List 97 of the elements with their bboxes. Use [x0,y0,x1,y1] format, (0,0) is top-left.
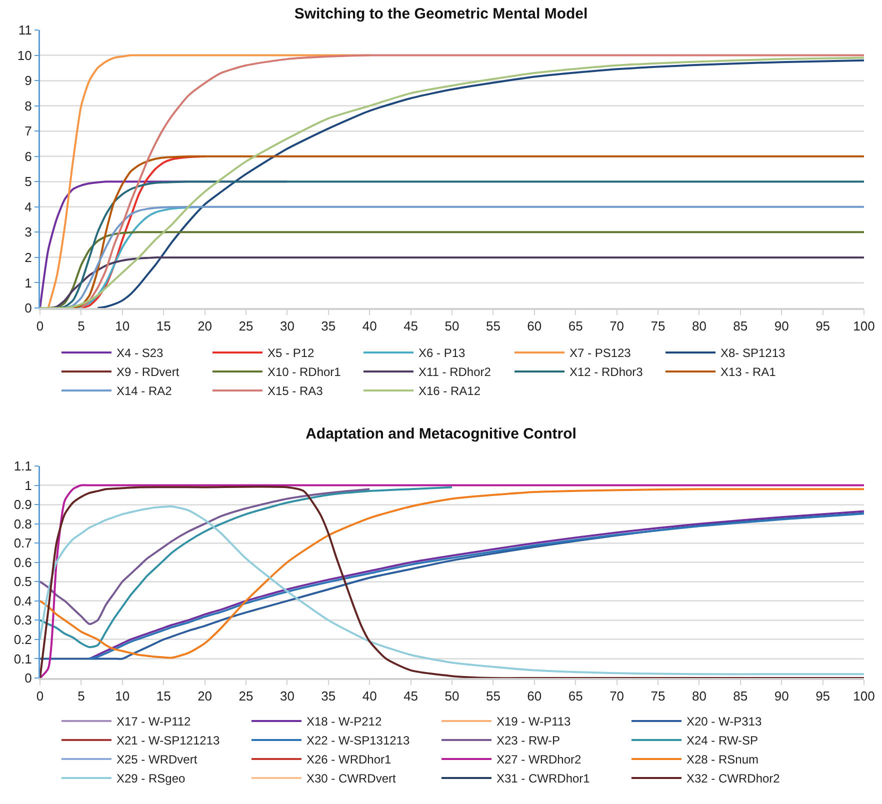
y-tick-label: 2 [24,250,32,265]
legend-label: X10 - RDhor1 [267,365,342,380]
x-tick-label: 25 [238,688,254,704]
y-tick-label: 0.7 [14,536,32,551]
x-tick-label: 75 [650,318,666,334]
x-tick-label: 45 [404,318,418,334]
legend-label: X30 - CWRDvert [306,772,396,786]
x-tick-label: 70 [610,318,624,334]
legend-label: X18 - W-P212 [306,714,382,729]
x-tick-label: 0 [36,688,44,704]
x-tick-label: 15 [156,318,171,334]
x-tick-label: 0 [36,318,44,334]
x-tick-label: 15 [156,688,171,704]
y-tick-label: 7 [24,124,32,139]
x-tick-label: 90 [774,318,789,334]
y-tick-label: 0.4 [14,593,32,608]
legend-label: X5 - P12 [267,346,314,360]
x-tick-label: 55 [486,318,500,334]
y-tick-label: 8 [24,98,32,114]
y-tick-label: 0.6 [14,554,32,570]
x-tick-label: 25 [238,318,254,334]
x-tick-label: 30 [280,688,294,704]
legend-label: X21 - W-SP121213 [116,734,220,748]
legend-label: X29 - RSgeo [116,772,186,786]
legend-label: X9 - RDvert [116,365,180,380]
x-tick-label: 95 [816,688,830,704]
y-tick-label: 0.3 [14,612,32,628]
legend-label: X31 - CWRDhor1 [496,772,590,786]
x-tick-label: 65 [568,318,583,334]
x-tick-label: 80 [692,318,706,334]
legend-label: X32 - CWRDhor2 [686,772,780,786]
legend-label: X4 - S23 [116,346,164,360]
legend-label: X23 - RW-P [496,734,560,748]
x-tick-label: 5 [78,318,85,334]
x-tick-label: 100 [853,318,875,334]
legend-label: X13 - RA1 [720,365,776,380]
x-tick-label: 90 [774,688,789,704]
legend-label: X16 - RA12 [418,384,481,398]
y-tick-label: 6 [24,148,32,164]
x-tick-label: 95 [816,318,830,334]
x-tick-label: 45 [404,688,418,704]
y-tick-label: 10 [17,48,32,63]
y-tick-label: 0.1 [14,651,32,666]
legend-label: X11 - RDhor2 [418,365,492,380]
x-tick-label: 75 [650,688,666,704]
y-tick-label: 1 [24,478,32,493]
x-tick-label: 50 [444,318,460,334]
legend-label: X22 - W-SP131213 [306,734,410,748]
y-tick-label: 0 [24,670,32,686]
x-tick-label: 70 [610,688,624,704]
y-tick-label: 3 [24,224,32,240]
legend-label: X12 - RDhor3 [569,365,644,380]
legend-label: X26 - WRDhor1 [306,752,392,767]
x-tick-label: 60 [527,318,542,334]
legend-label: X25 - WRDvert [116,752,198,767]
legend-label: X15 - RA3 [267,384,324,398]
x-tick-label: 50 [444,688,460,704]
x-tick-label: 85 [733,318,748,334]
legend-label: X8- SP1213 [720,346,786,360]
chart-title: Switching to the Geometric Mental Model [294,6,588,22]
x-tick-label: 40 [362,688,377,704]
x-tick-label: 55 [486,688,500,704]
legend-label: X14 - RA2 [116,384,172,398]
y-tick-label: 1.1 [14,458,32,474]
x-tick-label: 30 [280,318,294,334]
y-tick-label: 0 [24,300,32,316]
legend-label: X7 - PS123 [569,346,632,360]
y-tick-label: 0.2 [14,632,32,647]
x-tick-label: 35 [321,318,336,334]
x-tick-label: 10 [115,318,130,334]
chart-title: Adaptation and Metacognitive Control [306,426,576,442]
x-tick-label: 80 [692,688,706,704]
legend-label: X20 - W-P313 [686,714,762,729]
legend-label: X6 - P13 [418,346,466,360]
x-tick-label: 35 [321,688,336,704]
x-tick-label: 5 [78,688,85,704]
x-tick-label: 20 [198,688,212,704]
y-tick-label: 9 [24,73,32,88]
legend-label: X28 - RSnum [686,752,759,767]
x-tick-label: 20 [198,318,212,334]
y-tick-label: 1 [24,275,32,290]
y-tick-label: 11 [18,22,32,38]
x-tick-label: 85 [733,688,748,704]
y-tick-label: 0.8 [14,516,32,532]
x-tick-label: 65 [568,688,583,704]
x-tick-label: 10 [115,688,130,704]
legend-label: X17 - W-P112 [116,714,192,729]
y-tick-label: 5 [24,174,32,190]
legend-label: X19 - W-P113 [496,714,572,729]
x-tick-label: 60 [527,688,542,704]
y-tick-label: 4 [24,199,32,214]
x-tick-label: 100 [853,688,875,704]
x-tick-label: 40 [362,318,377,334]
legend-label: X27 - WRDhor2 [496,752,582,767]
y-tick-label: 0.9 [14,497,32,512]
y-tick-label: 0.5 [14,574,32,590]
legend-label: X24 - RW-SP [686,734,758,748]
